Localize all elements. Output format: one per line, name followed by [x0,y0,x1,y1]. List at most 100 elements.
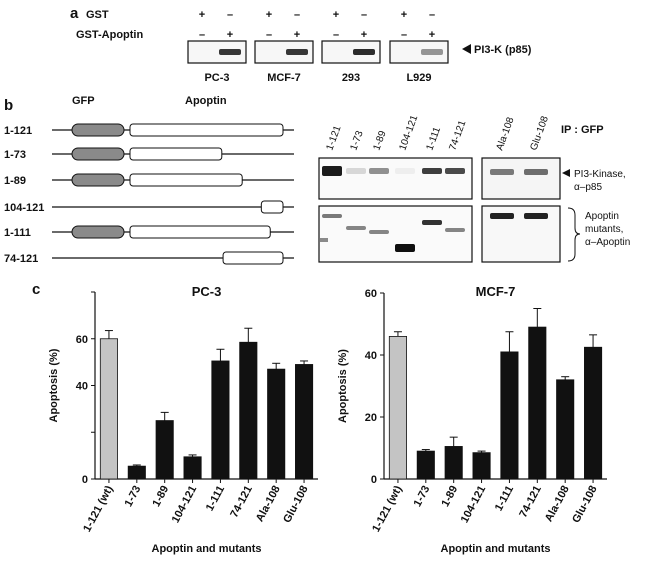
apoptin-domain [129,173,243,187]
blot-box [321,40,381,64]
y-tick-label: 20 [365,412,377,424]
gst-sign: + [266,9,272,21]
cell-line-label: PC-3 [204,72,229,84]
panel-c-letter: c [32,281,40,298]
arrow-head-icon [562,169,570,177]
bar [99,338,118,480]
gst-row-label: GST [86,9,109,21]
bar [127,465,146,480]
p85-band [490,169,514,175]
blot-lane-label: 1-111 [424,125,443,152]
y-tick-label: 40 [365,350,377,362]
chart-title: MCF-7 [476,284,516,299]
p85-band [353,49,375,55]
construct-diagrams: 1-121 1-73 1-89 104-121 1-111 74-121 [4,123,294,265]
construct-label: 74-121 [4,253,38,265]
y-tick-label: 0 [82,474,88,486]
p85-antibody-label: α–p85 [574,182,602,193]
construct-label: 1-111 [4,227,31,239]
gst-sign: – [361,9,367,21]
x-tick-label: 1-121 (wt) [370,483,405,534]
apoptin-band [490,213,514,219]
y-tick-label: 60 [365,288,377,300]
blot-box [389,40,449,64]
x-tick-label: 1-111 [493,484,516,513]
bar [155,420,174,480]
chart-title: PC-3 [192,284,222,299]
p85-band [395,168,415,174]
cell-line-label: MCF-7 [267,72,301,84]
x-axis-label: Apoptin and mutants [441,543,551,555]
gst-apoptin-sign: – [401,29,407,41]
blot-lane-label: Ala-108 [494,115,516,152]
x-tick-label: 1-111 [204,484,227,513]
panel-b-letter: b [4,97,13,114]
x-tick-label: Ala-108 [254,484,283,524]
apoptin-band [524,213,548,219]
bar [388,335,407,480]
apoptin-bands [320,213,548,252]
x-tick-label: 1-89 [439,484,460,509]
apoptin-domain [129,123,284,137]
gst-apoptin-sign: – [199,29,205,41]
gst-sign: + [401,9,407,21]
gst-sign: – [294,9,300,21]
mutants-label: mutants, [585,224,623,235]
pi3k-arrow-label: PI3-K (p85) [474,44,532,56]
pi3k-blot-label: PI3-Kinase, [574,169,626,180]
top-blot-left [318,157,473,200]
bar [211,360,230,480]
x-tick-label: Ala-108 [543,484,572,524]
bar [472,452,491,480]
gst-apoptin-sign: + [429,29,435,41]
apoptin-band [422,220,442,225]
pc3-apoptosis-chart: PC-3 0 40 60 Apoptosis (%) 1-121 (wt) 1-73 1-89… [48,284,318,555]
p85-band [219,49,241,55]
y-tick-label: 0 [371,474,377,486]
p85-band [369,168,389,174]
x-tick-label: 104-121 [459,484,489,525]
bar [500,351,519,480]
p85-band [422,168,442,174]
construct-label: 1-73 [4,149,26,161]
bar [183,456,202,480]
gst-sign: + [199,9,205,21]
apoptin-antibody-label: α–Apoptin [585,237,630,248]
gst-apoptin-sign: – [266,29,272,41]
apoptin-band [369,230,389,234]
blot-lane-label: 74-121 [447,119,468,152]
x-tick-label: 74-121 [228,484,255,520]
y-axis-label: Apoptosis (%) [337,349,349,423]
cell-line-label: L929 [406,72,431,84]
panel-c: c PC-3 0 40 60 Apoptosis (%) 1-121 (wt) 1-73 1-… [32,281,607,555]
apoptin-domain [222,251,284,265]
p85-band [346,168,366,174]
y-axis-label: Apoptosis (%) [48,348,60,422]
gfp-domain [71,173,125,187]
apoptin-domain [260,200,284,214]
y-tick-label: 60 [76,334,88,346]
apoptin-band [445,228,465,232]
construct-label: 1-89 [4,175,26,187]
gst-apoptin-sign: + [294,29,300,41]
cell-line-label: 293 [342,72,360,84]
gfp-domain [71,147,125,161]
blot-lane-labels: 1-121 1-73 1-89 104-121 1-111 74-121 Ala-108 Gl… [324,113,551,152]
p85-band [524,169,548,175]
bar [416,450,435,480]
bracket-icon [567,207,581,262]
blot-box [254,40,314,64]
bottom-blot-left [318,205,473,263]
gst-apoptin-sign: + [361,29,367,41]
apoptin-band [395,244,415,252]
apoptin-band [322,214,342,218]
x-tick-label: 1-73 [412,484,433,509]
blot-lane-label: 1-89 [371,129,388,152]
x-axis-label: Apoptin and mutants [152,543,262,555]
bar [295,364,314,480]
apoptin-domain [129,225,271,239]
p85-band [421,49,443,55]
bar [584,346,603,480]
gst-sign: + [333,9,339,21]
blot-lane-label: 1-121 [324,124,343,152]
